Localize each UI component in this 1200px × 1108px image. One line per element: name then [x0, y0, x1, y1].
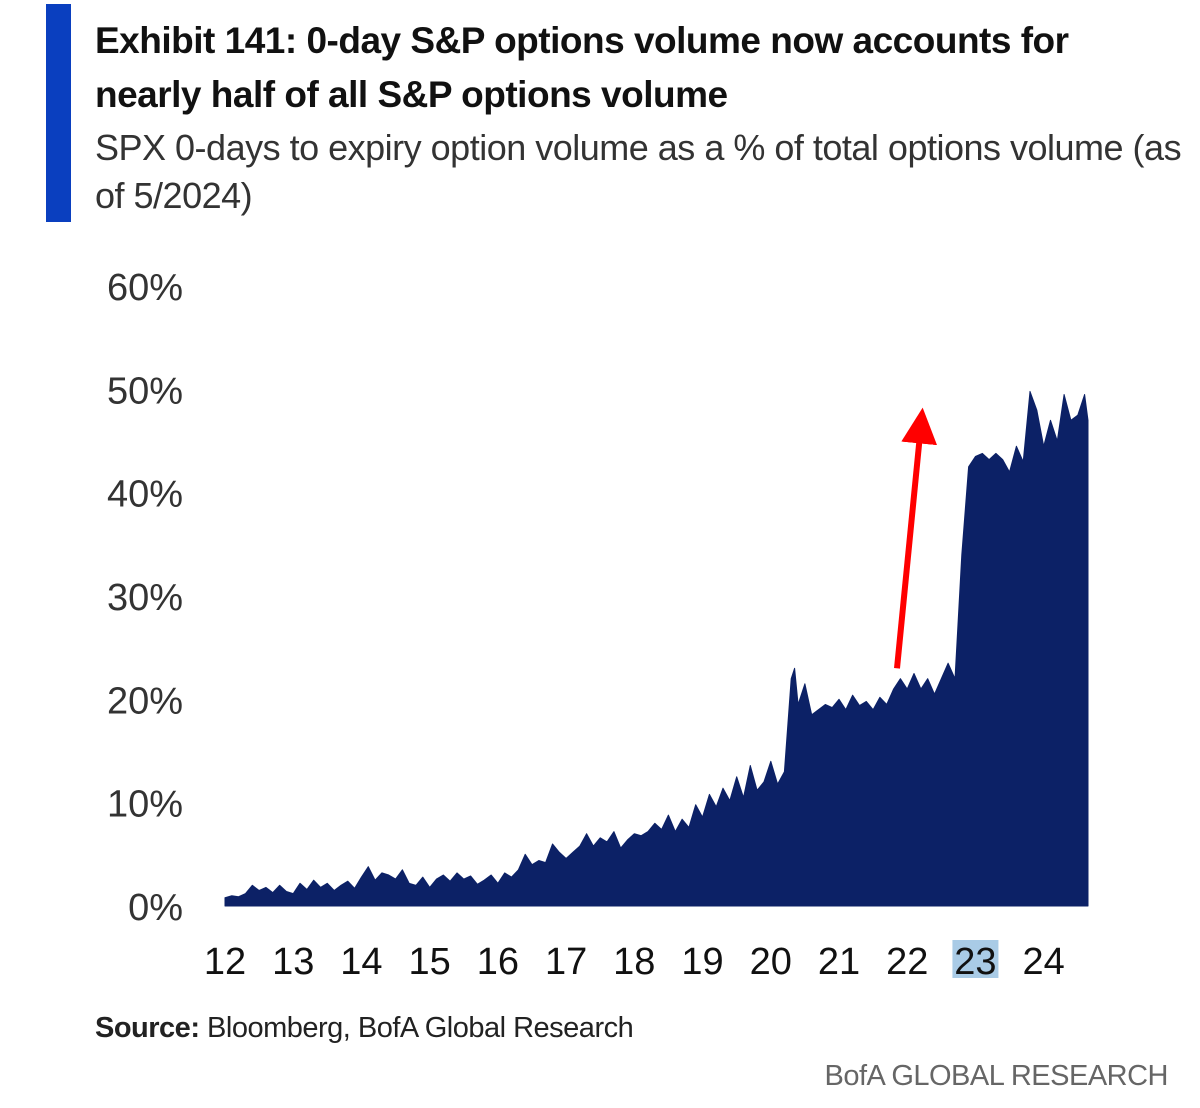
x-tick-label: 13: [272, 941, 314, 983]
series-area: [224, 390, 1089, 907]
series-group: [224, 390, 1089, 907]
y-tick-label: 40%: [107, 474, 183, 516]
source-label: Source:: [95, 1012, 200, 1044]
x-tick-label: 22: [886, 941, 928, 983]
highlighted-tick-background: [952, 940, 999, 978]
y-tick-label: 50%: [107, 370, 183, 412]
y-tick-label: 20%: [107, 680, 183, 722]
red-arrow: [894, 407, 938, 669]
brand-footer: BofA GLOBAL RESEARCH: [824, 1060, 1168, 1092]
source-text: Bloomberg, BofA Global Research: [199, 1012, 634, 1044]
x-tick-label: 20: [750, 941, 792, 983]
x-tick-label: 14: [340, 941, 382, 983]
accent-bar: [46, 4, 71, 222]
x-tick-label: 24: [1023, 941, 1065, 983]
x-tick-label: 12: [204, 941, 246, 983]
x-tick-label: 17: [545, 941, 587, 983]
y-tick-label: 60%: [107, 267, 183, 309]
annotations: [894, 407, 938, 669]
x-tick-label: 15: [409, 941, 451, 983]
x-tick-label: 19: [681, 941, 723, 983]
y-axis: 0% 10% 20% 30% 40% 50% 60%: [107, 267, 183, 929]
chart-title: Exhibit 141: 0-day S&P options volume no…: [95, 20, 1069, 115]
x-tick-label: 21: [818, 941, 860, 983]
x-tick-label: 23: [954, 941, 996, 983]
y-tick-label: 0%: [128, 887, 183, 929]
x-axis: 12 13 14 15 16 17 18 19 20 21 22 23 24: [204, 940, 1065, 983]
source-note: Source: Bloomberg, BofA Global Research: [95, 1012, 634, 1045]
y-tick-label: 30%: [107, 577, 183, 619]
x-tick-label: 16: [477, 941, 519, 983]
x-tick-label: 18: [613, 941, 655, 983]
chart-subtitle: SPX 0-days to expiry option volume as a …: [95, 127, 1182, 216]
y-tick-label: 10%: [107, 784, 183, 826]
